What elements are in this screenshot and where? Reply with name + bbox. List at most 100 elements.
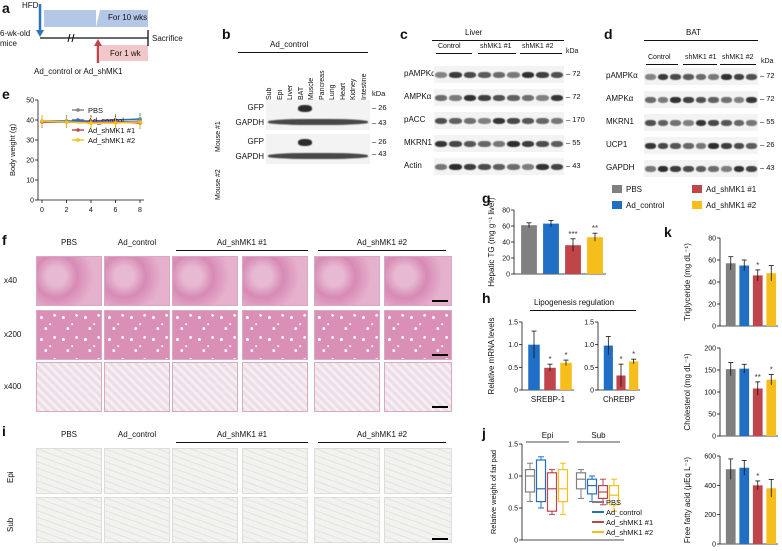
y-axis-label: Relative mRNA levels [487,318,496,395]
b-tissue-intestine: Intestine [360,73,368,100]
b-tissue-kidney: Kidney [350,78,357,100]
b-tissue-lung: Lung [329,84,336,100]
y-tick-label: 20 [502,256,510,263]
i-col-3: Ad_shMK1 #2 [356,430,408,439]
i-image-1-3 [242,497,308,543]
d-band [670,165,681,172]
d-band [721,73,732,80]
d-blot-3 [644,137,758,154]
b-row-gfp2: GFP [247,137,264,146]
significance-mark: * [756,261,759,270]
c-band [478,71,491,78]
box-sub-0 [575,472,587,490]
legend-marker-0 [76,108,80,112]
c-band [507,163,520,170]
bar-ad-shmk1-1 [565,245,581,274]
c-band [492,94,506,101]
d-band [721,96,732,103]
b-kda-unit: kDa [372,89,386,98]
f-image-0-2 [172,256,238,306]
panel-label-g: g [482,190,491,206]
d-band [683,119,694,126]
d-band [695,119,707,126]
bar-ad-control [528,344,540,390]
y-tick-label: 30 [26,138,34,145]
y-tick-label: 60 [502,224,510,231]
chart-h-lipogenesis: 0 0.5 1.0 1.5 * * Relative mRNA levels SREBP-1 0… [487,318,640,404]
c-row-1: AMPKα [404,92,432,101]
box-epi-1 [535,459,547,503]
d-band [657,119,669,126]
d-band [670,73,681,80]
c-band [478,117,491,124]
legend-label-2: Ad_shMK1 #1 [606,518,653,527]
b-tissue-sub: Sub [266,87,273,100]
y-tick-label: 1.5 [508,442,518,449]
c-kda-4: – 43 [566,161,581,170]
legend-swatch-0 [612,185,622,193]
d-band [695,73,707,80]
x-axis-label: ChREBP [603,395,635,404]
d-band [683,142,694,149]
d-row-1: AMPKα [606,94,634,103]
d-band [670,96,681,103]
legend-marker-1 [76,118,80,122]
i-image-0-4 [314,448,380,494]
legend-label-1: Ad_control [626,201,664,210]
c-band [435,94,448,101]
legend-label-0: PBS [606,498,621,507]
b-tissue-labels: Sub Epi Liver BAT Muscle Pancreas Lung Heart Kid… [236,56,372,100]
y-tick-label: 20 [708,302,716,309]
y-tick-label: 0.5 [584,365,594,372]
f-scale-bar-1 [432,354,448,356]
f-col-rule-3 [318,250,446,251]
y-tick-label: 0 [712,542,716,549]
bar-ad-shmk1-2 [766,379,777,436]
c-band [536,140,549,147]
for1-bar [100,45,148,61]
h-title: Lipogenesis regulation [534,298,615,307]
b-blot-mouse1 [266,100,370,130]
c-band [536,94,549,101]
y-tick-label: 40 [502,240,510,247]
y-tick-label: 0 [30,198,34,205]
y-tick-label: 1.5 [508,320,518,327]
i-col-1: Ad_control [117,430,157,439]
d-band [645,142,656,149]
y-tick-label: 1.5 [584,320,594,327]
c-kda-1: – 72 [566,92,581,101]
c-band [550,71,563,78]
c-band [550,140,563,147]
x-tick-label: 8 [138,207,142,214]
d-band [733,142,745,149]
f-row-x200: x200 [4,330,22,339]
legend-swatch-2 [692,185,702,193]
f-row-x40: x40 [4,276,17,285]
c-title: Liver [465,28,483,37]
hfd-label: HFD [22,1,39,10]
i-image-0-3 [242,448,308,494]
f-col-rule-2 [176,250,308,251]
panel-label-a: a [2,0,10,16]
y-tick-label: 0 [514,538,518,545]
c-band [478,163,491,170]
i-col-0: PBS [60,430,77,439]
b-tissue-bat: BAT [297,86,305,100]
c-band [449,94,462,101]
i-row-epi: Epi [6,471,15,483]
f-image-2-2 [172,362,238,412]
d-kda-3: – 26 [760,140,775,149]
i-image-0-2 [172,448,238,494]
chart-j-fat-pad: 0 0.5 1.0 1.5 Relative weight of fat pad Epi S… [489,431,653,545]
y-tick-label: 1.0 [584,342,594,349]
legend-label-1: Ad_control [88,116,124,125]
i-image-1-5 [384,497,452,543]
y-tick-label: 10 [26,178,34,185]
y-tick-label: 80 [502,208,510,215]
y-axis-label: Relative weight of fat pad [489,450,498,534]
hfd-bar [44,10,96,27]
y-tick-label: 60 [708,258,716,265]
y-axis-label: Cholesterol (mg dL⁻¹) [683,353,692,430]
y-tick-label: 0.5 [508,365,518,372]
d-band [645,96,656,103]
